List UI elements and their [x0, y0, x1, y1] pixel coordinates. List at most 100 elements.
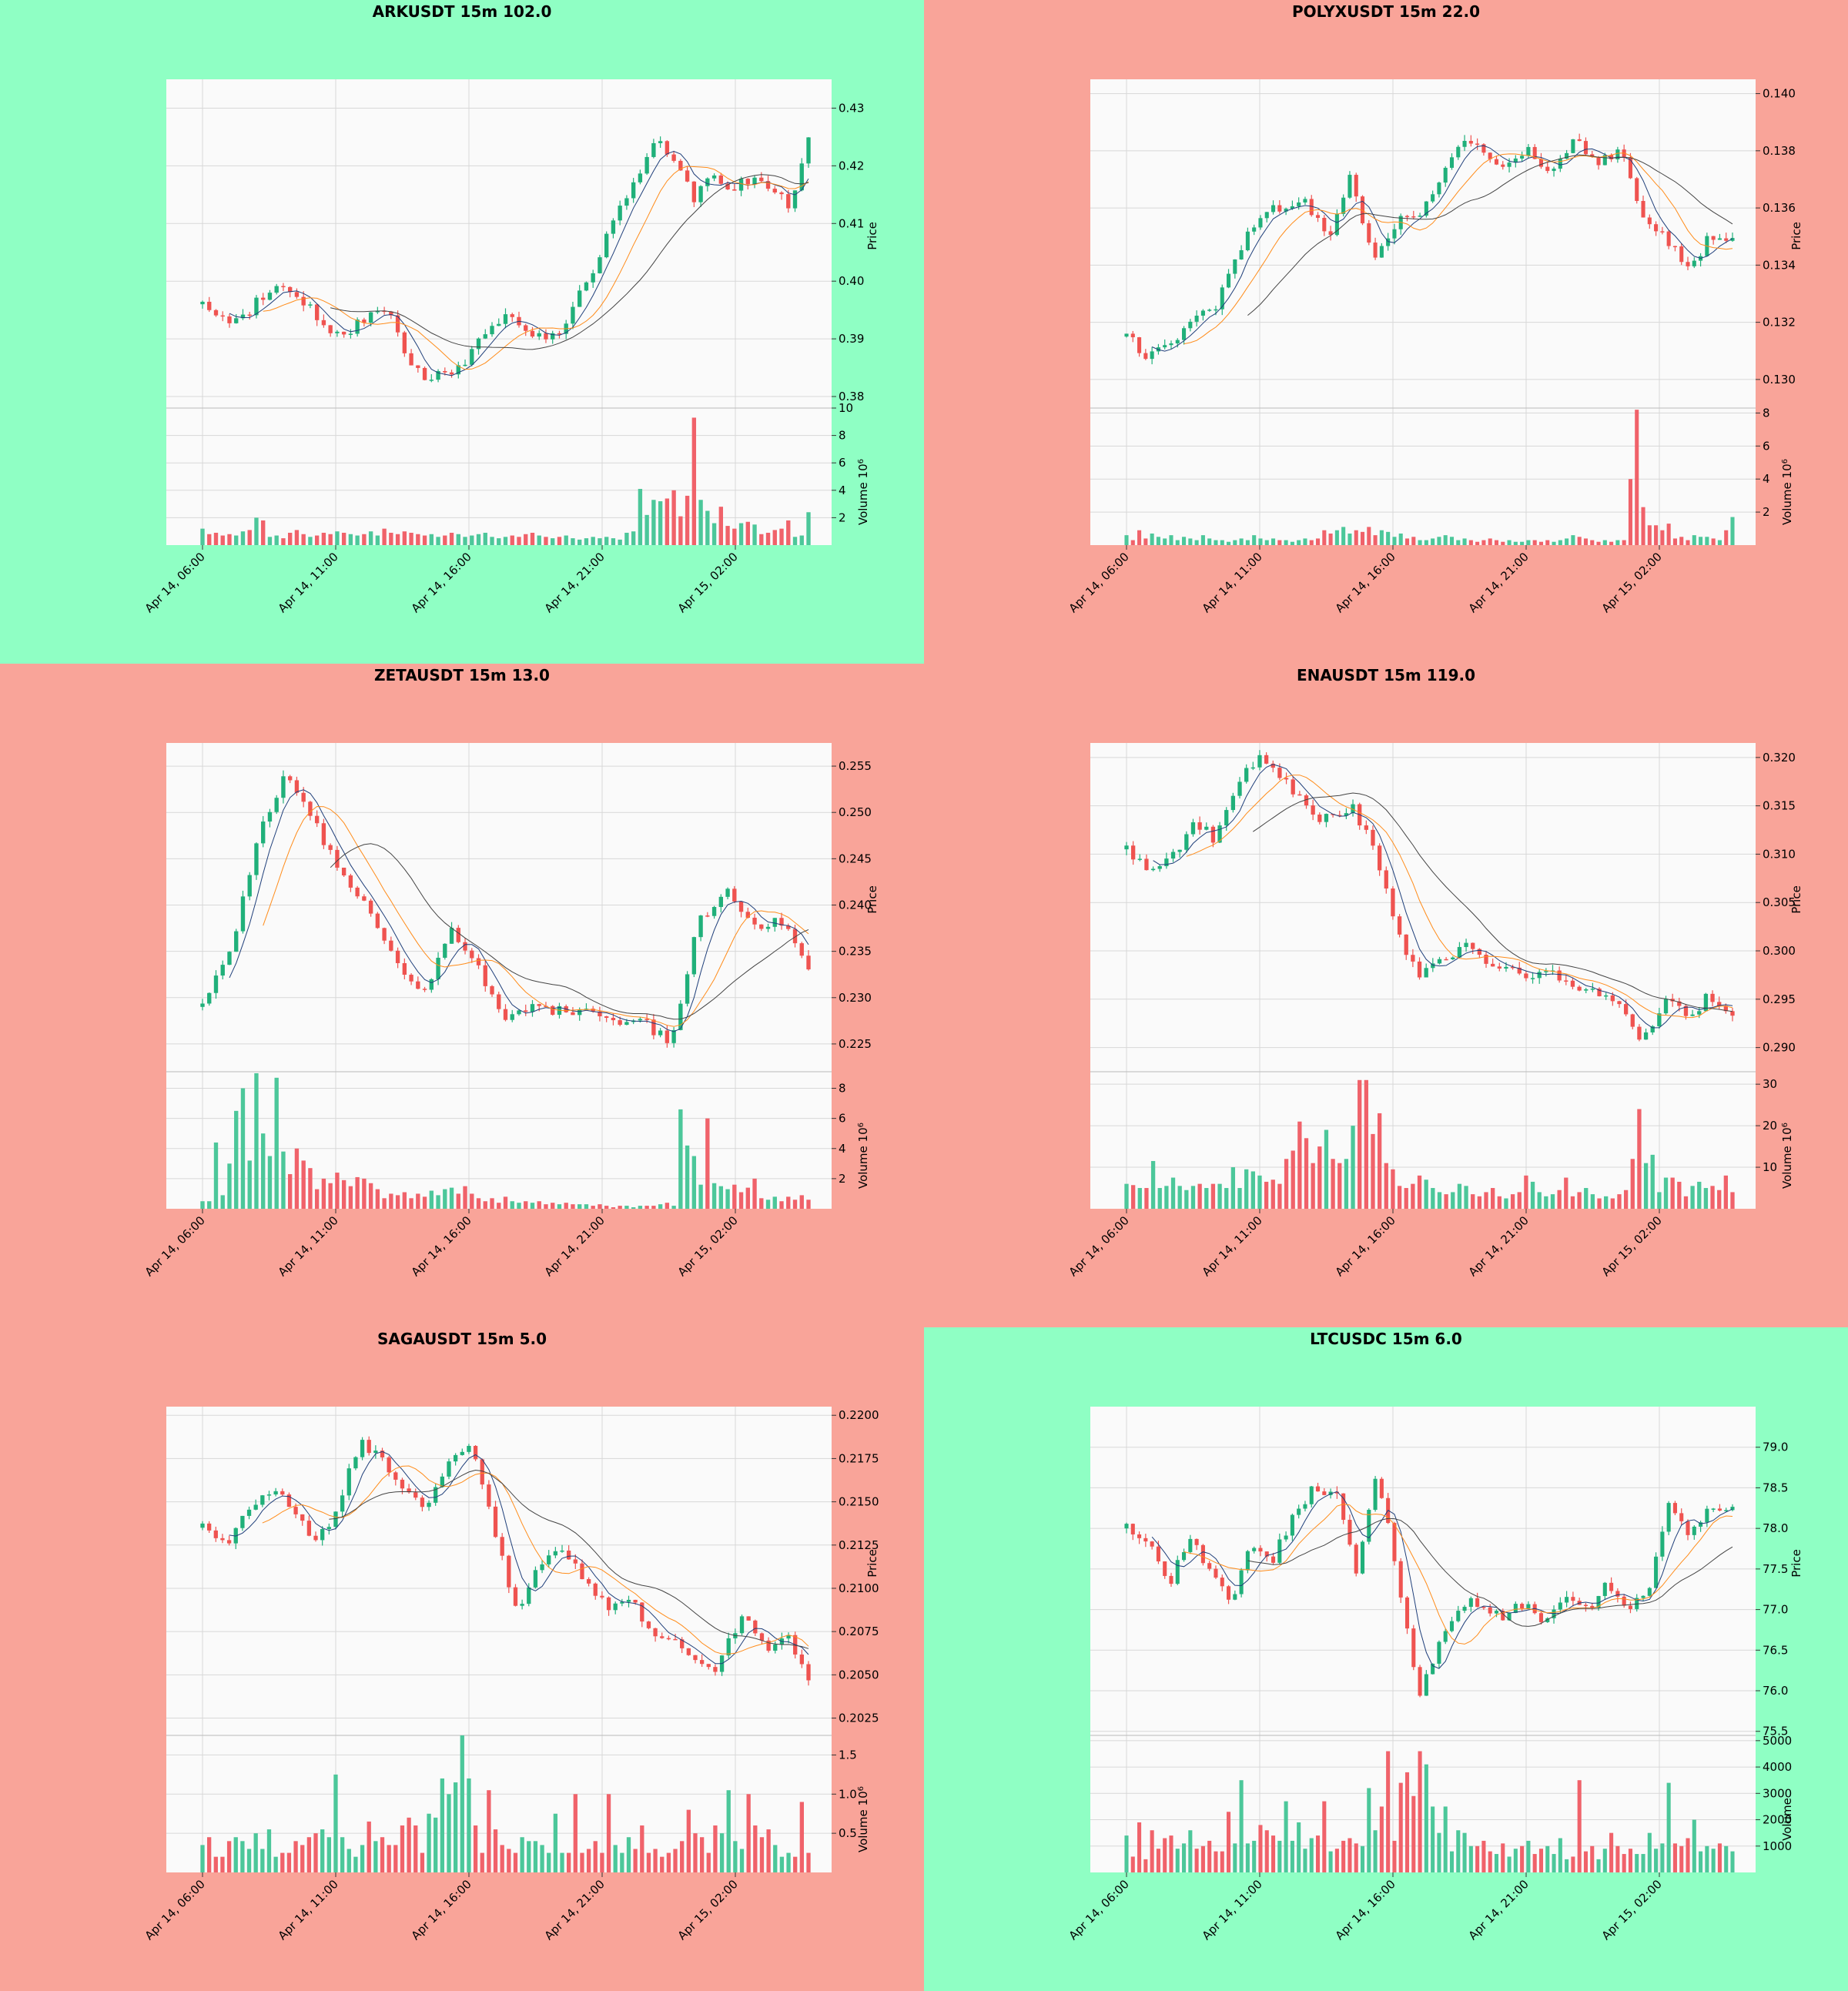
volume-bar: [544, 537, 548, 545]
volume-bar: [1194, 540, 1199, 545]
volume-bar: [1252, 535, 1257, 545]
candle-body: [1602, 155, 1607, 166]
candle-body: [1431, 1663, 1435, 1675]
candle-body: [1526, 1604, 1531, 1609]
candle-body: [1397, 916, 1402, 935]
volume-bar: [1150, 1830, 1154, 1872]
volume-bar: [1169, 1835, 1173, 1872]
candle-body: [1623, 1004, 1629, 1015]
candle-body: [1724, 238, 1729, 241]
volume-bar: [306, 1837, 312, 1872]
volume-bar: [1501, 541, 1505, 545]
candle-body: [540, 1564, 544, 1571]
volume-bar: [368, 531, 373, 545]
x-tick-label: Apr 14, 11:00: [1200, 1213, 1265, 1279]
vol-tick-label: 6: [839, 456, 846, 470]
volume-bar: [1284, 1801, 1288, 1872]
candle-body: [711, 907, 717, 916]
volume-bar: [320, 1829, 325, 1872]
volume-bar: [1565, 538, 1569, 545]
volume-bar: [584, 1204, 589, 1209]
candle-body: [200, 301, 205, 305]
chart-title: POLYXUSDT 15m 22.0: [1291, 2, 1481, 21]
candle-body: [1650, 1026, 1655, 1032]
volume-bar: [449, 532, 454, 545]
volume-bar: [1683, 1196, 1689, 1209]
candle-body: [1257, 755, 1262, 768]
volume-bar: [537, 535, 541, 545]
volume-bar: [1609, 541, 1614, 545]
volume-bar: [580, 1852, 584, 1872]
candle-body: [1169, 343, 1173, 346]
volume-bar: [638, 489, 643, 545]
candle-body: [1628, 1605, 1632, 1609]
candle-body: [1239, 1570, 1244, 1594]
volume-bar: [618, 1206, 622, 1209]
volume-bar: [524, 534, 528, 545]
candle-body: [409, 353, 413, 366]
volume-bar: [618, 539, 622, 545]
candle-body: [606, 1597, 611, 1611]
candle-body: [387, 1457, 391, 1473]
volume-bar: [786, 1196, 791, 1209]
candle-body: [1170, 852, 1176, 859]
volume-bar: [1641, 1854, 1645, 1872]
candle-body: [1344, 813, 1349, 816]
volume-bar: [1730, 1851, 1735, 1872]
candle-body: [490, 326, 494, 335]
candle-body: [333, 1511, 338, 1528]
volume-bar: [1699, 1851, 1703, 1872]
candle-body: [395, 315, 400, 333]
candle-body: [779, 918, 784, 926]
volume-bar: [1666, 1782, 1671, 1872]
volume-bar: [1468, 540, 1473, 545]
volume-bar: [718, 507, 724, 545]
candle-body: [685, 170, 690, 182]
candle-body: [246, 1509, 252, 1516]
volume-bar: [651, 1206, 656, 1209]
candle-body: [1224, 810, 1229, 826]
candle-body: [1552, 169, 1556, 172]
volume-bar: [1360, 531, 1365, 545]
candle-body: [1137, 337, 1142, 353]
candle-body: [653, 1628, 658, 1637]
volume-bar: [792, 1200, 798, 1209]
candle-body: [1451, 957, 1455, 959]
candle-body: [1584, 989, 1589, 991]
volume-bar: [759, 1837, 765, 1872]
y-tick-label: 0.315: [1763, 799, 1796, 813]
candle-body: [1124, 1524, 1129, 1529]
volume-bar: [367, 1821, 371, 1872]
volume-bar: [507, 1849, 511, 1872]
volume-bar: [1647, 525, 1652, 545]
volume-bar: [1322, 1801, 1327, 1872]
volume-bar: [1404, 1772, 1410, 1872]
candle-body: [1277, 205, 1282, 212]
candle-body: [1156, 1546, 1160, 1562]
volume-bar: [1677, 1181, 1682, 1209]
candle-body: [1666, 231, 1671, 246]
candle-body: [665, 1030, 670, 1043]
candle-body: [571, 1012, 575, 1016]
candle-body: [517, 1010, 521, 1015]
volume-bar: [1143, 538, 1148, 545]
candle-body: [1475, 143, 1480, 145]
candle-body: [1488, 1607, 1492, 1614]
candle-body: [436, 370, 440, 380]
candle-body: [1703, 993, 1709, 1012]
volume-bar: [497, 538, 501, 545]
volume-bar: [1730, 517, 1735, 545]
volume-bar: [247, 530, 252, 545]
candle-body: [335, 849, 340, 868]
candle-body: [551, 333, 555, 340]
candle-body: [1418, 1667, 1422, 1696]
candle-body: [1379, 1478, 1384, 1498]
volume-bar: [1686, 540, 1690, 545]
volume-bar: [551, 538, 555, 545]
volume-bar: [1520, 1845, 1525, 1872]
volume-bar: [226, 1841, 232, 1872]
y-axis-label: Price: [1789, 222, 1803, 250]
volume-bar: [1227, 541, 1231, 545]
volume-bar: [1577, 537, 1582, 545]
volume-bar: [1391, 1169, 1395, 1209]
